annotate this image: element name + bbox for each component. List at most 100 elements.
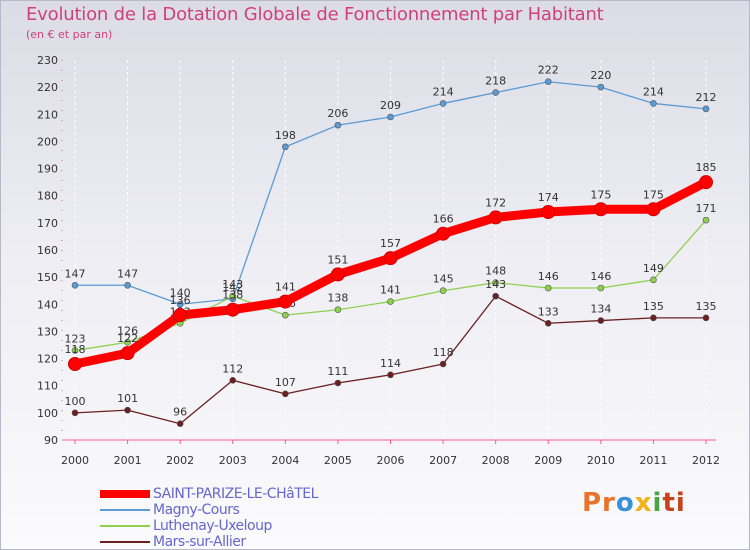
y-tick-label: 150	[37, 271, 58, 284]
x-tick-label: 2010	[587, 454, 615, 467]
legend-label: Mars-sur-Allier	[153, 534, 246, 550]
x-tick-label: 2007	[429, 454, 457, 467]
legend-swatch-mars-sur-allier	[100, 541, 150, 543]
data-point	[176, 420, 184, 428]
legend-swatch-saint-parize	[100, 490, 150, 498]
data-label: 206	[327, 107, 348, 120]
data-point	[225, 302, 240, 317]
data-point	[593, 202, 608, 217]
data-point	[282, 311, 289, 319]
legend-swatch-magny-cours	[100, 509, 150, 511]
x-tick-label: 2011	[639, 454, 667, 467]
data-label: 114	[380, 357, 401, 370]
data-point	[699, 175, 713, 190]
data-point	[439, 360, 447, 368]
data-point	[229, 292, 237, 300]
data-label: 185	[696, 161, 717, 174]
x-tick-label: 2004	[271, 454, 299, 467]
data-label: 157	[380, 237, 401, 250]
data-point	[68, 357, 82, 371]
logo-part: i	[652, 488, 663, 518]
data-label: 214	[433, 85, 454, 98]
data-point	[71, 347, 79, 354]
data-point	[439, 287, 447, 295]
data-point	[544, 319, 552, 327]
legend-swatch-luthenay-uxeloup	[100, 525, 150, 527]
legend-label: Luthenay-Uxeloup	[153, 518, 272, 534]
data-label: 214	[643, 85, 664, 98]
data-label: 123	[65, 332, 86, 345]
series-mars-sur-allier: 100 101 96 112 107 111 114 118 143 133 134 135 135	[65, 278, 717, 428]
data-point	[282, 390, 289, 398]
data-label: 100	[65, 395, 86, 408]
data-point	[387, 113, 394, 121]
data-label: 136	[170, 294, 191, 307]
data-point	[597, 83, 605, 91]
x-tick-label: 2000	[61, 454, 89, 467]
data-point	[176, 300, 184, 308]
data-point	[334, 379, 342, 387]
logo-part: x	[634, 488, 653, 518]
y-tick-label: 160	[37, 244, 58, 257]
data-point	[120, 346, 135, 361]
y-tick-label: 130	[37, 325, 58, 338]
data-label: 212	[696, 91, 717, 104]
legend-label: Magny-Cours	[153, 502, 240, 518]
data-point	[282, 143, 289, 151]
data-point	[334, 306, 342, 314]
data-label: 141	[275, 281, 296, 294]
data-point	[646, 202, 661, 217]
data-label: 96	[173, 406, 187, 419]
data-point	[124, 338, 131, 346]
data-label: 147	[65, 267, 86, 280]
y-tick-label: 140	[37, 298, 58, 311]
x-tick-label: 2003	[219, 454, 247, 467]
x-tick-label: 2001	[114, 454, 142, 467]
data-point	[387, 371, 394, 379]
data-label: 148	[485, 265, 506, 278]
data-point	[492, 292, 499, 300]
series-luthenay-uxeloup: 123 126 133 143 136 138 141 145 148 146 146 149 171	[65, 202, 717, 354]
y-tick-label: 90	[44, 434, 58, 447]
data-point	[124, 406, 131, 414]
x-tick-label: 2008	[482, 454, 510, 467]
data-label: 112	[222, 362, 243, 375]
legend-label: SAINT-PARIZE-LE-CHâTEL	[153, 486, 318, 502]
data-label: 135	[696, 300, 717, 313]
logo-part: Pr	[582, 488, 616, 518]
data-label: 146	[538, 270, 559, 283]
data-point	[702, 216, 710, 224]
y-tick-label: 190	[37, 163, 58, 176]
y-tick-label: 170	[37, 217, 58, 230]
data-label: 174	[538, 191, 559, 204]
data-point	[383, 251, 398, 266]
data-label: 222	[538, 64, 559, 77]
data-label: 101	[117, 392, 138, 405]
data-point	[330, 267, 345, 282]
data-point	[492, 89, 499, 96]
data-label: 122	[117, 332, 138, 345]
data-point	[597, 284, 605, 292]
data-point	[650, 314, 657, 322]
data-label: 138	[222, 289, 243, 302]
data-point	[124, 281, 131, 289]
data-label: 143	[222, 278, 243, 291]
data-label: 133	[538, 305, 559, 318]
data-label: 172	[485, 196, 506, 209]
data-point	[334, 121, 342, 129]
logo-part: o	[615, 488, 635, 518]
data-point	[544, 78, 552, 86]
data-point	[650, 100, 657, 107]
proxiti-logo: Proxiti	[582, 488, 686, 518]
logo-part: ti	[662, 488, 686, 518]
chart-subtitle: (en € et par an)	[26, 28, 113, 41]
x-tick-label: 2005	[324, 454, 352, 467]
data-point	[436, 226, 451, 241]
data-point	[488, 210, 503, 225]
data-point	[702, 314, 710, 322]
data-label: 198	[275, 129, 296, 142]
y-tick-label: 220	[37, 81, 58, 94]
y-tick-label: 110	[37, 380, 58, 393]
data-label: 149	[643, 262, 664, 275]
